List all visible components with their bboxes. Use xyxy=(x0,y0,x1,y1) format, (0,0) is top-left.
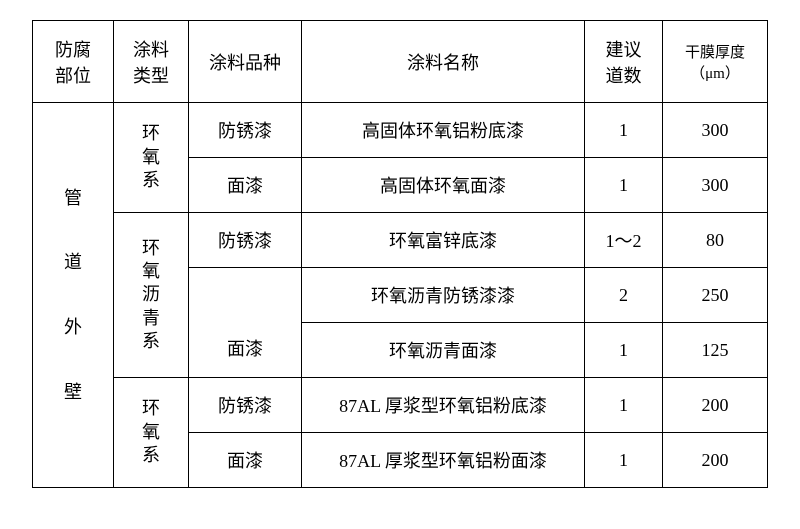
cell-name: 环氧沥青防锈漆漆 xyxy=(302,268,585,323)
cell-part: 管 道 外 壁 xyxy=(33,103,114,488)
cell-coats: 2 xyxy=(585,268,663,323)
variety-merged: 面漆 xyxy=(227,339,263,359)
cell-coats: 1～2 xyxy=(585,213,663,268)
cell-thickness: 200 xyxy=(663,433,768,488)
header-thick-l1: 干膜厚度 xyxy=(685,45,745,61)
cell-variety: 防锈漆 xyxy=(189,378,302,433)
col-header-thickness: 干膜厚度 （μm） xyxy=(663,21,768,103)
header-thick-l2: （μm） xyxy=(690,66,740,82)
cell-thickness: 80 xyxy=(663,213,768,268)
cell-name: 87AL 厚浆型环氧铝粉面漆 xyxy=(302,433,585,488)
table-row: 环 氧 系 防锈漆 87AL 厚浆型环氧铝粉底漆 1 200 xyxy=(33,378,768,433)
type-label-1: 环 氧 系 xyxy=(115,122,187,192)
cell-name: 环氧沥青面漆 xyxy=(302,323,585,378)
header-name: 涂料名称 xyxy=(407,53,479,73)
cell-thickness: 300 xyxy=(663,103,768,158)
header-row: 防腐 部位 涂料 类型 涂料品种 涂料名称 建议 道数 干膜厚度 （μm） xyxy=(33,21,768,103)
table-row: 管 道 外 壁 环 氧 系 防锈漆 高固体环氧铝粉底漆 1 300 xyxy=(33,103,768,158)
cell-thickness: 250 xyxy=(663,268,768,323)
cell-thickness: 300 xyxy=(663,158,768,213)
cell-name: 高固体环氧面漆 xyxy=(302,158,585,213)
cell-name: 87AL 厚浆型环氧铝粉底漆 xyxy=(302,378,585,433)
col-header-type: 涂料 类型 xyxy=(114,21,189,103)
col-header-part: 防腐 部位 xyxy=(33,21,114,103)
type-label-2: 环 氧 沥 青 系 xyxy=(115,237,187,354)
coating-spec-table: 防腐 部位 涂料 类型 涂料品种 涂料名称 建议 道数 干膜厚度 （μm） 管 … xyxy=(32,20,768,488)
header-type-l1: 涂料 xyxy=(133,40,169,60)
header-part-l1: 防腐 xyxy=(55,40,91,60)
cell-type: 环 氧 系 xyxy=(114,378,189,488)
table-row: 环 氧 沥 青 系 防锈漆 环氧富锌底漆 1～2 80 xyxy=(33,213,768,268)
header-part-l2: 部位 xyxy=(55,66,91,86)
col-header-coats: 建议 道数 xyxy=(585,21,663,103)
cell-coats: 1 xyxy=(585,378,663,433)
cell-name: 高固体环氧铝粉底漆 xyxy=(302,103,585,158)
cell-variety: 面漆 xyxy=(189,268,302,378)
cell-type: 环 氧 沥 青 系 xyxy=(114,213,189,378)
header-type-l2: 类型 xyxy=(133,66,169,86)
cell-variety: 面漆 xyxy=(189,158,302,213)
type-label-3: 环 氧 系 xyxy=(115,397,187,467)
cell-variety: 防锈漆 xyxy=(189,103,302,158)
cell-coats: 1 xyxy=(585,158,663,213)
cell-coats: 1 xyxy=(585,103,663,158)
cell-type: 环 氧 系 xyxy=(114,103,189,213)
cell-thickness: 200 xyxy=(663,378,768,433)
header-coats-l1: 建议 xyxy=(606,40,642,60)
cell-name: 环氧富锌底漆 xyxy=(302,213,585,268)
cell-variety: 防锈漆 xyxy=(189,213,302,268)
header-variety: 涂料品种 xyxy=(209,53,281,73)
cell-thickness: 125 xyxy=(663,323,768,378)
part-label: 管 道 外 壁 xyxy=(34,182,112,409)
cell-variety: 面漆 xyxy=(189,433,302,488)
col-header-variety: 涂料品种 xyxy=(189,21,302,103)
cell-coats: 1 xyxy=(585,323,663,378)
col-header-name: 涂料名称 xyxy=(302,21,585,103)
cell-coats: 1 xyxy=(585,433,663,488)
header-coats-l2: 道数 xyxy=(606,66,642,86)
